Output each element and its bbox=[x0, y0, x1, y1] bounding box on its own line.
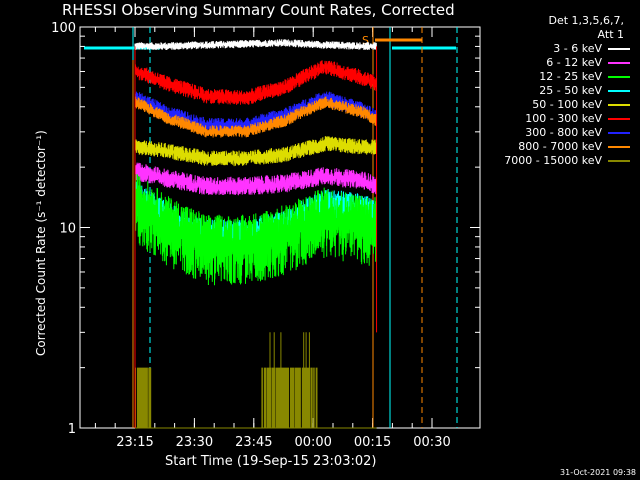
series-line-3 bbox=[134, 174, 377, 286]
legend-item-swatch bbox=[608, 76, 630, 78]
x-tick-label: 00:30 bbox=[413, 435, 450, 450]
legend-item: 100 - 300 keV bbox=[488, 112, 638, 126]
legend-item: 300 - 800 keV bbox=[488, 126, 638, 140]
legend-item-swatch bbox=[608, 48, 630, 50]
legend-item-swatch bbox=[608, 90, 630, 92]
x-tick-label: 23:15 bbox=[116, 435, 153, 450]
legend-item-label: 6 - 12 keV bbox=[546, 56, 602, 69]
legend-item: 6 - 12 keV bbox=[488, 56, 638, 70]
saa-flag-label: S bbox=[362, 34, 369, 47]
legend-item-swatch bbox=[608, 146, 630, 148]
x-tick-label: 23:45 bbox=[235, 435, 272, 450]
legend-item-label: 7000 - 15000 keV bbox=[504, 154, 602, 167]
legend-item-swatch bbox=[608, 160, 630, 162]
legend-item-label: 100 - 300 keV bbox=[525, 112, 602, 125]
legend-item-label: 25 - 50 keV bbox=[539, 84, 602, 97]
legend-item: 7000 - 15000 keV bbox=[488, 154, 638, 168]
series-line-2 bbox=[134, 162, 377, 196]
legend-item-label: 300 - 800 keV bbox=[525, 126, 602, 139]
legend-item-swatch bbox=[608, 118, 630, 120]
legend-item: 3 - 6 keV bbox=[488, 42, 638, 56]
legend-item-swatch bbox=[608, 62, 630, 64]
legend-header-attenuator: Att 1 bbox=[597, 28, 624, 41]
series-line-1 bbox=[134, 39, 377, 51]
legend-item-label: 3 - 6 keV bbox=[553, 42, 602, 55]
series-line-5 bbox=[134, 136, 377, 167]
x-axis-label: Start Time (19-Sep-15 23:03:02) bbox=[165, 454, 377, 469]
y-axis-label: Corrected Count Rate (s⁻¹ detector⁻¹) bbox=[34, 130, 48, 356]
y-tick-label: 100 bbox=[51, 21, 76, 36]
y-tick-label: 10 bbox=[59, 222, 76, 237]
legend-item: 12 - 25 keV bbox=[488, 70, 638, 84]
y-tick-label: 1 bbox=[68, 422, 76, 437]
series-line-8 bbox=[134, 96, 377, 138]
legend-item: 50 - 100 keV bbox=[488, 98, 638, 112]
legend-item: 800 - 7000 keV bbox=[488, 140, 638, 154]
series-line-9 bbox=[134, 332, 377, 429]
legend-item-swatch bbox=[608, 132, 630, 134]
series-line-6 bbox=[134, 60, 377, 105]
chart-title: RHESSI Observing Summary Count Rates, Co… bbox=[62, 1, 455, 19]
footer-timestamp: 31-Oct-2021 09:38 bbox=[560, 468, 636, 477]
legend: Det 1,3,5,6,7, Att 1 3 - 6 keV 6 - 12 keV… bbox=[488, 14, 638, 168]
x-tick-label: 00:00 bbox=[294, 435, 331, 450]
x-tick-label: 00:15 bbox=[354, 435, 391, 450]
legend-item-label: 800 - 7000 keV bbox=[518, 140, 602, 153]
legend-item-label: 12 - 25 keV bbox=[539, 70, 602, 83]
x-tick-label: 23:30 bbox=[176, 435, 213, 450]
legend-header-detectors: Det 1,3,5,6,7, bbox=[548, 14, 624, 27]
legend-item: 25 - 50 keV bbox=[488, 84, 638, 98]
legend-item-swatch bbox=[608, 104, 630, 106]
legend-item-label: 50 - 100 keV bbox=[532, 98, 602, 111]
